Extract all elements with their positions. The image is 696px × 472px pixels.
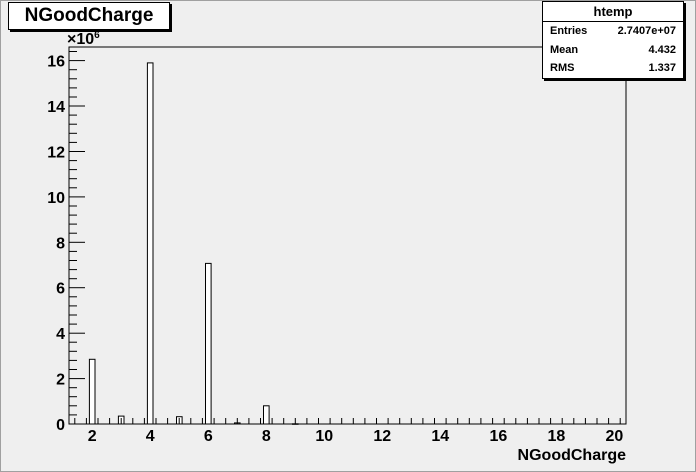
- x-tick-label: 8: [262, 428, 271, 445]
- stats-row-mean: Mean 4.432: [543, 41, 683, 60]
- x-tick-label: 16: [490, 428, 508, 445]
- stats-value: 2.7407e+07: [617, 25, 676, 37]
- x-tick-label: 10: [315, 428, 333, 445]
- stats-box: htemp Entries 2.7407e+07 Mean 4.432 RMS …: [542, 1, 684, 79]
- histogram-bar: [205, 262, 212, 425]
- y-tick-label: 6: [56, 281, 65, 298]
- y-axis: 0 2 4 6 8 10 12 14 16: [47, 51, 85, 434]
- y-tick-label: 2: [56, 372, 65, 389]
- chart-title: NGoodCharge: [8, 2, 170, 30]
- histogram-bar: [88, 358, 96, 425]
- stats-label: RMS: [550, 62, 575, 74]
- x-tick-label: 20: [606, 428, 624, 445]
- x-tick-label: 4: [146, 428, 155, 445]
- stats-label: Entries: [550, 25, 588, 37]
- x-axis: 2 4 6 8 10 12 14 16 18 20: [74, 418, 624, 445]
- histogram-bar: [146, 62, 154, 425]
- y-tick-label: 4: [56, 326, 65, 343]
- y-tick-label: 14: [47, 99, 65, 116]
- x-tick-label: 18: [548, 428, 566, 445]
- y-tick-label: 10: [47, 190, 65, 207]
- y-tick-label: 16: [47, 54, 65, 71]
- x-axis-title: NGoodCharge: [518, 447, 627, 464]
- stats-value: 1.337: [648, 62, 676, 74]
- y-tick-label: 0: [56, 417, 65, 434]
- y-tick-label: 8: [56, 235, 65, 252]
- x-tick-label: 14: [431, 428, 449, 445]
- y-multiplier: ×106: [67, 30, 100, 48]
- stats-row-entries: Entries 2.7407e+07: [543, 22, 683, 41]
- stats-row-rms: RMS 1.337: [543, 59, 683, 78]
- x-tick-label: 12: [373, 428, 391, 445]
- stats-label: Mean: [550, 43, 579, 56]
- stats-value: 4.432: [648, 43, 676, 56]
- stats-title: htemp: [543, 2, 683, 22]
- y-tick-label: 12: [47, 145, 65, 162]
- x-tick-label: 6: [204, 428, 213, 445]
- histogram-bar: [263, 405, 270, 425]
- plot-frame: [68, 46, 627, 425]
- x-tick-label: 2: [88, 428, 97, 445]
